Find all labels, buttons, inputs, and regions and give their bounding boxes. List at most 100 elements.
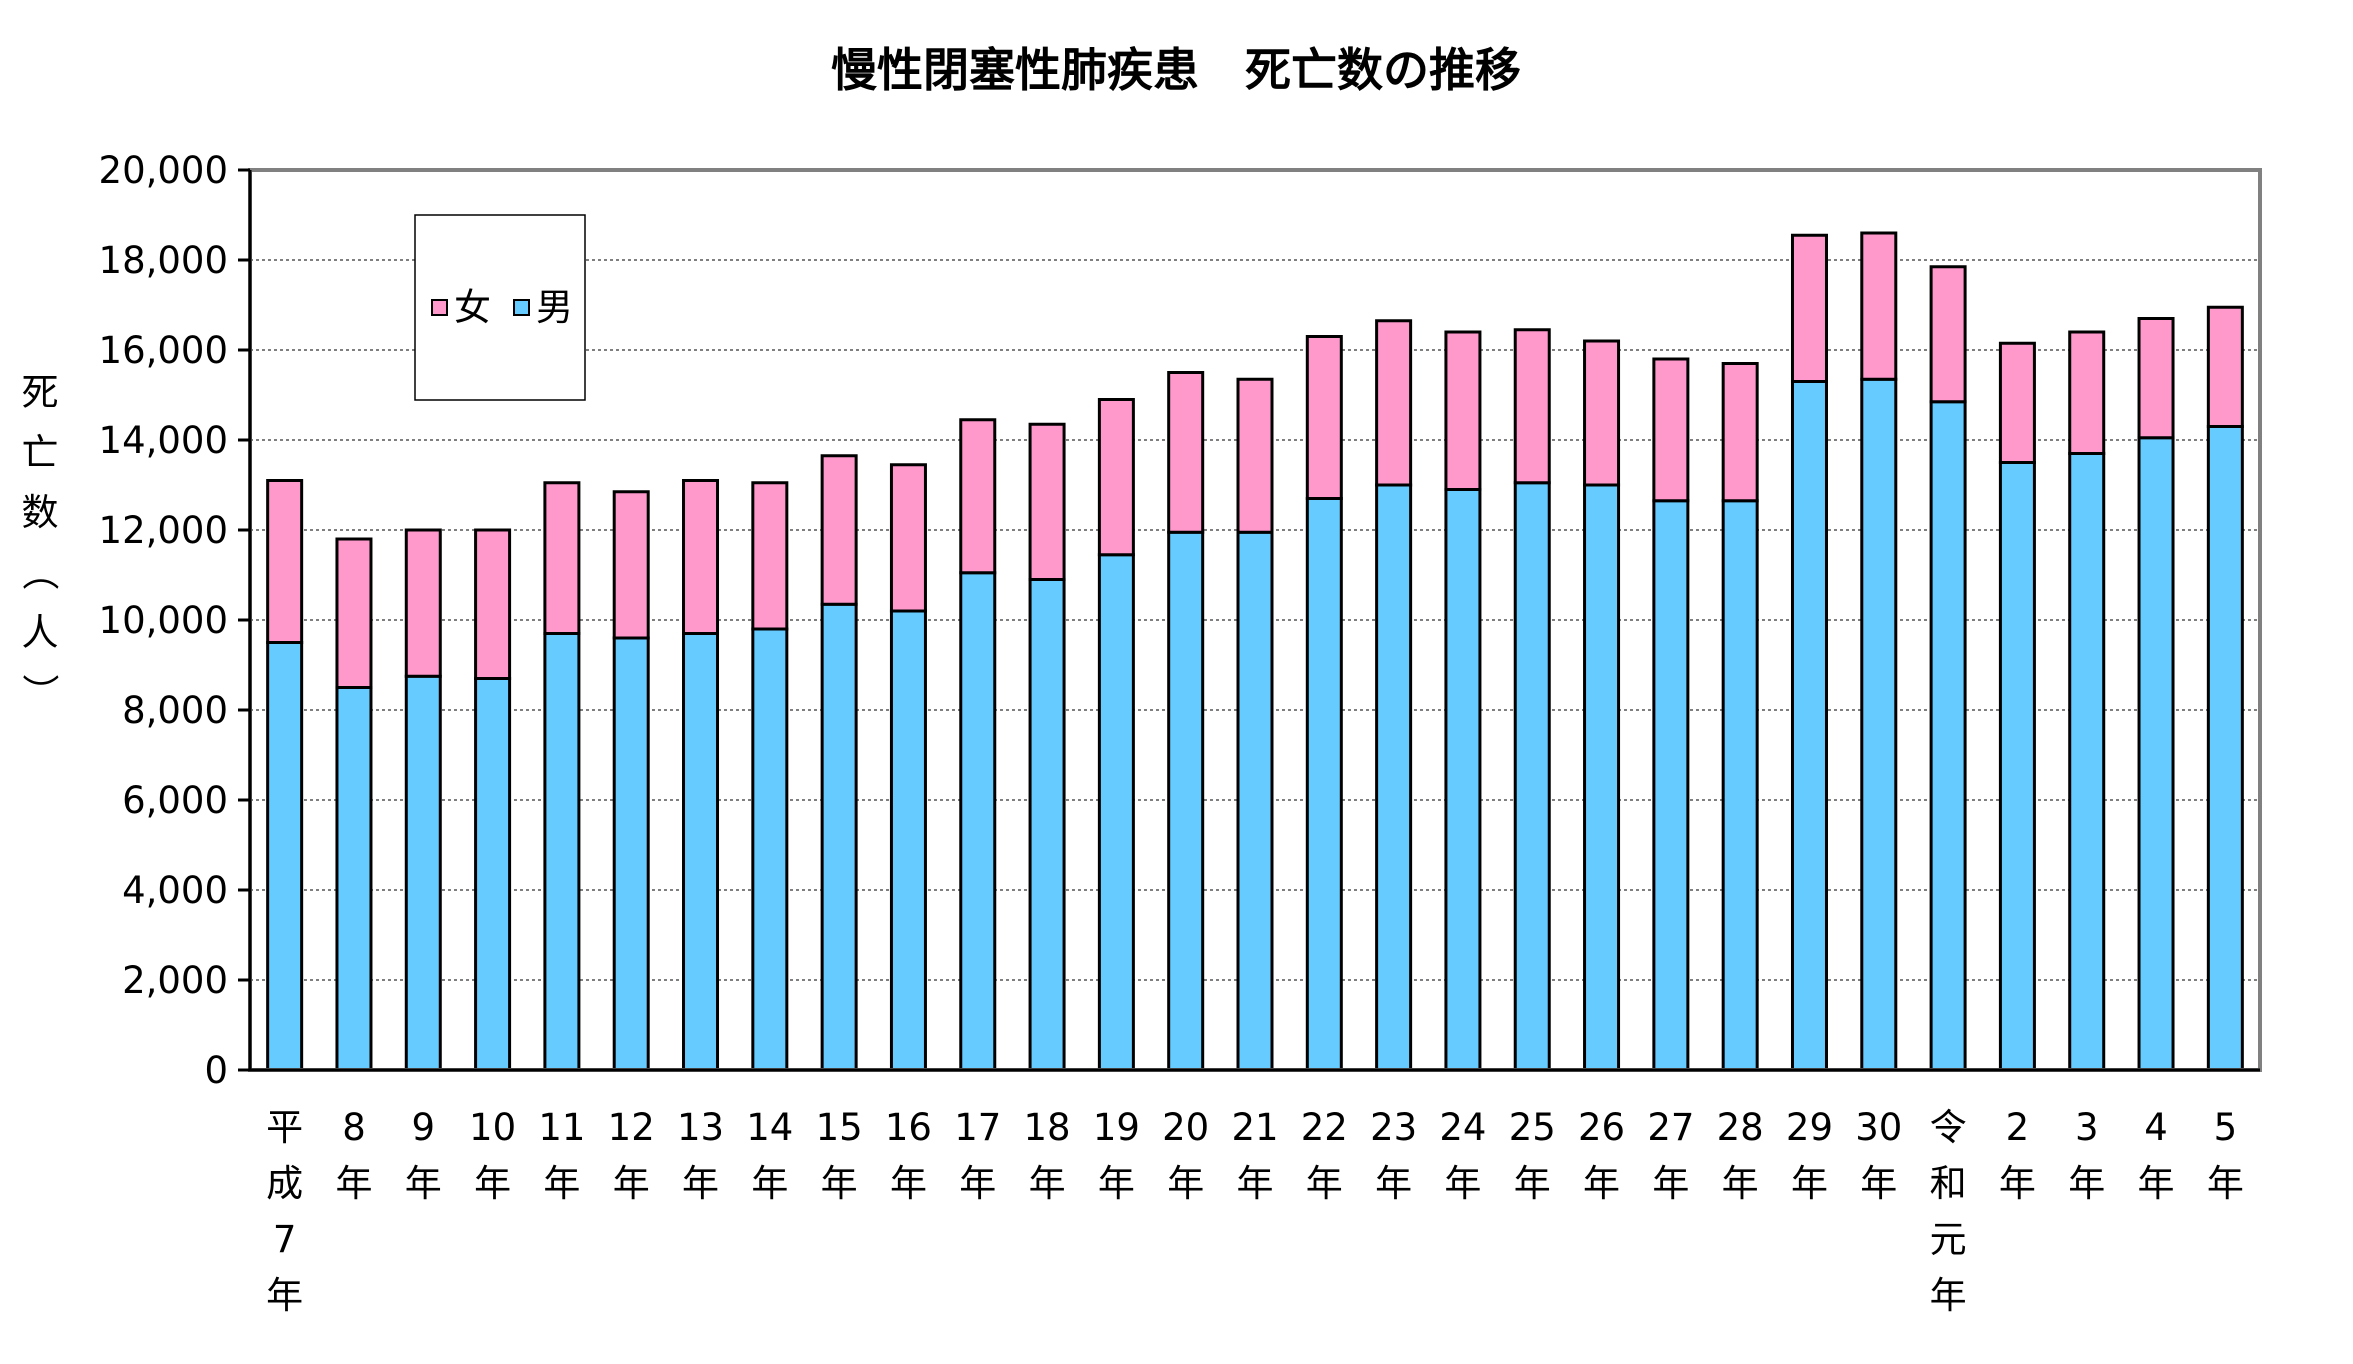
bar-female	[1513, 328, 1551, 485]
y-axis-ticks: 0 2,000 4,000 6,000 8,000 10,000 12,000 14,000 1…	[99, 149, 250, 1092]
x-tick-label-part: 21	[1231, 1106, 1278, 1149]
x-tick-label-part: 年	[2138, 1162, 2175, 1205]
y-axis-label: 死亡数 （ 人 ）	[18, 371, 61, 711]
bar-male	[1444, 488, 1482, 1072]
bar-female	[1860, 231, 1898, 381]
x-tick-label-part: 8	[342, 1106, 366, 1149]
bar-female	[1790, 233, 1828, 383]
bar-female	[959, 418, 997, 575]
legend-label: 女	[454, 286, 491, 329]
x-tick-label-part: 年	[2068, 1162, 2105, 1205]
bar-female	[612, 490, 650, 640]
x-tick-label-part: 年	[1999, 1162, 2036, 1205]
x-tick-label-part: 年	[1652, 1162, 1689, 1205]
bar-male	[404, 674, 442, 1072]
x-tick-label-part: 3	[2075, 1106, 2099, 1149]
x-tick-label-part: 年	[1860, 1162, 1897, 1205]
bar-male	[543, 632, 581, 1072]
x-tick-label: 30 年	[1855, 1106, 1902, 1205]
x-tick-label-part: 19	[1093, 1106, 1140, 1149]
x-tick-label-part: 5	[2214, 1106, 2238, 1149]
x-tick-label-part: 年	[682, 1162, 719, 1205]
x-tick-label-part: 年	[1722, 1162, 1759, 1205]
bar-male	[1929, 400, 1967, 1072]
x-tick-label-part: 年	[335, 1162, 372, 1205]
bar-male	[1236, 530, 1274, 1072]
bar-female	[1375, 319, 1413, 487]
y-tick-label: 6,000	[122, 779, 228, 822]
bar-female	[1583, 339, 1621, 487]
x-tick-label-part: 平	[266, 1106, 303, 1149]
bar-male	[820, 602, 858, 1072]
x-tick-label-part: 年	[2207, 1162, 2244, 1205]
x-tick-label-part: 28	[1717, 1106, 1764, 1149]
x-tick-label-part: 和	[1930, 1162, 1967, 1205]
bar-female	[543, 481, 581, 635]
bar-male	[2068, 452, 2106, 1072]
y-axis-label-char: 死	[22, 371, 59, 414]
x-tick-label-part: 12	[608, 1106, 655, 1149]
legend: 女男	[414, 214, 586, 401]
x-tick-label-part: 年	[405, 1162, 442, 1205]
x-tick-label-part: 年	[890, 1162, 927, 1205]
x-axis-labels: 平成7年8年9年10年11年12年13年14年15年16年17年18年19年20…	[266, 1106, 2244, 1317]
x-tick-label-part: 29	[1786, 1106, 1833, 1149]
bar-male	[612, 636, 650, 1072]
y-axis-label-char: 亡	[22, 431, 59, 474]
x-tick-label: 8年	[335, 1106, 372, 1205]
x-tick-label-part: 30	[1855, 1106, 1902, 1149]
x-tick-label: 28 年	[1717, 1106, 1764, 1205]
y-tick-label: 20,000	[99, 149, 228, 192]
y-axis-label-char: ）	[18, 674, 61, 711]
bar-male	[2137, 436, 2175, 1072]
x-tick-label-part: 年	[1167, 1162, 1204, 1205]
bar-male	[751, 627, 789, 1072]
x-tick-label-part: 成	[266, 1162, 303, 1205]
bar-male	[266, 641, 304, 1072]
y-tick-label: 4,000	[122, 869, 228, 912]
x-tick-label: 17 年	[954, 1106, 1001, 1205]
legend-label: 男	[536, 286, 573, 329]
x-tick-label-part: 元	[1930, 1218, 1967, 1261]
x-tick-label: 13 年	[677, 1106, 724, 1205]
bar-female	[2137, 317, 2175, 440]
x-tick-label-part: 17	[954, 1106, 1001, 1149]
x-tick-label: 9年	[405, 1106, 442, 1205]
y-axis-label-char: （	[18, 554, 61, 591]
x-tick-label: 26 年	[1578, 1106, 1625, 1205]
y-tick-label: 12,000	[99, 509, 228, 552]
x-tick-label-part: 年	[1306, 1162, 1343, 1205]
x-tick-label: 10 年	[469, 1106, 516, 1205]
x-tick-label-part: 14	[746, 1106, 793, 1149]
x-tick-label-part: 2	[2006, 1106, 2030, 1149]
x-tick-label-part: 13	[677, 1106, 724, 1149]
bar-female	[889, 463, 927, 613]
bar-male	[1860, 377, 1898, 1072]
bar-female	[1028, 422, 1066, 581]
x-tick-label-part: 4	[2144, 1106, 2168, 1149]
bar-female	[820, 454, 858, 606]
x-tick-label-part: 令	[1930, 1106, 1967, 1149]
x-tick-label-part: 26	[1578, 1106, 1625, 1149]
bar-male	[1167, 530, 1205, 1072]
bars	[266, 231, 2244, 1072]
x-tick-label: 23 年	[1370, 1106, 1417, 1205]
x-tick-label-part: 16	[885, 1106, 932, 1149]
bar-female	[1721, 362, 1759, 503]
bar-female	[1097, 398, 1135, 557]
x-tick-label-part: 年	[1237, 1162, 1274, 1205]
x-tick-label: 25 年	[1509, 1106, 1556, 1205]
x-tick-label-part: 18	[1024, 1106, 1071, 1149]
y-tick-label: 18,000	[99, 239, 228, 282]
bar-male	[474, 677, 512, 1072]
x-tick-label: 15 年	[816, 1106, 863, 1205]
x-tick-label-part: 年	[1930, 1274, 1967, 1317]
bar-male	[1583, 483, 1621, 1072]
bar-female	[1167, 371, 1205, 534]
x-tick-label: 12 年	[608, 1106, 655, 1205]
bar-male	[889, 609, 927, 1072]
bar-female	[474, 528, 512, 680]
bar-male	[1028, 578, 1066, 1072]
y-axis-label-char: 数	[22, 491, 59, 534]
